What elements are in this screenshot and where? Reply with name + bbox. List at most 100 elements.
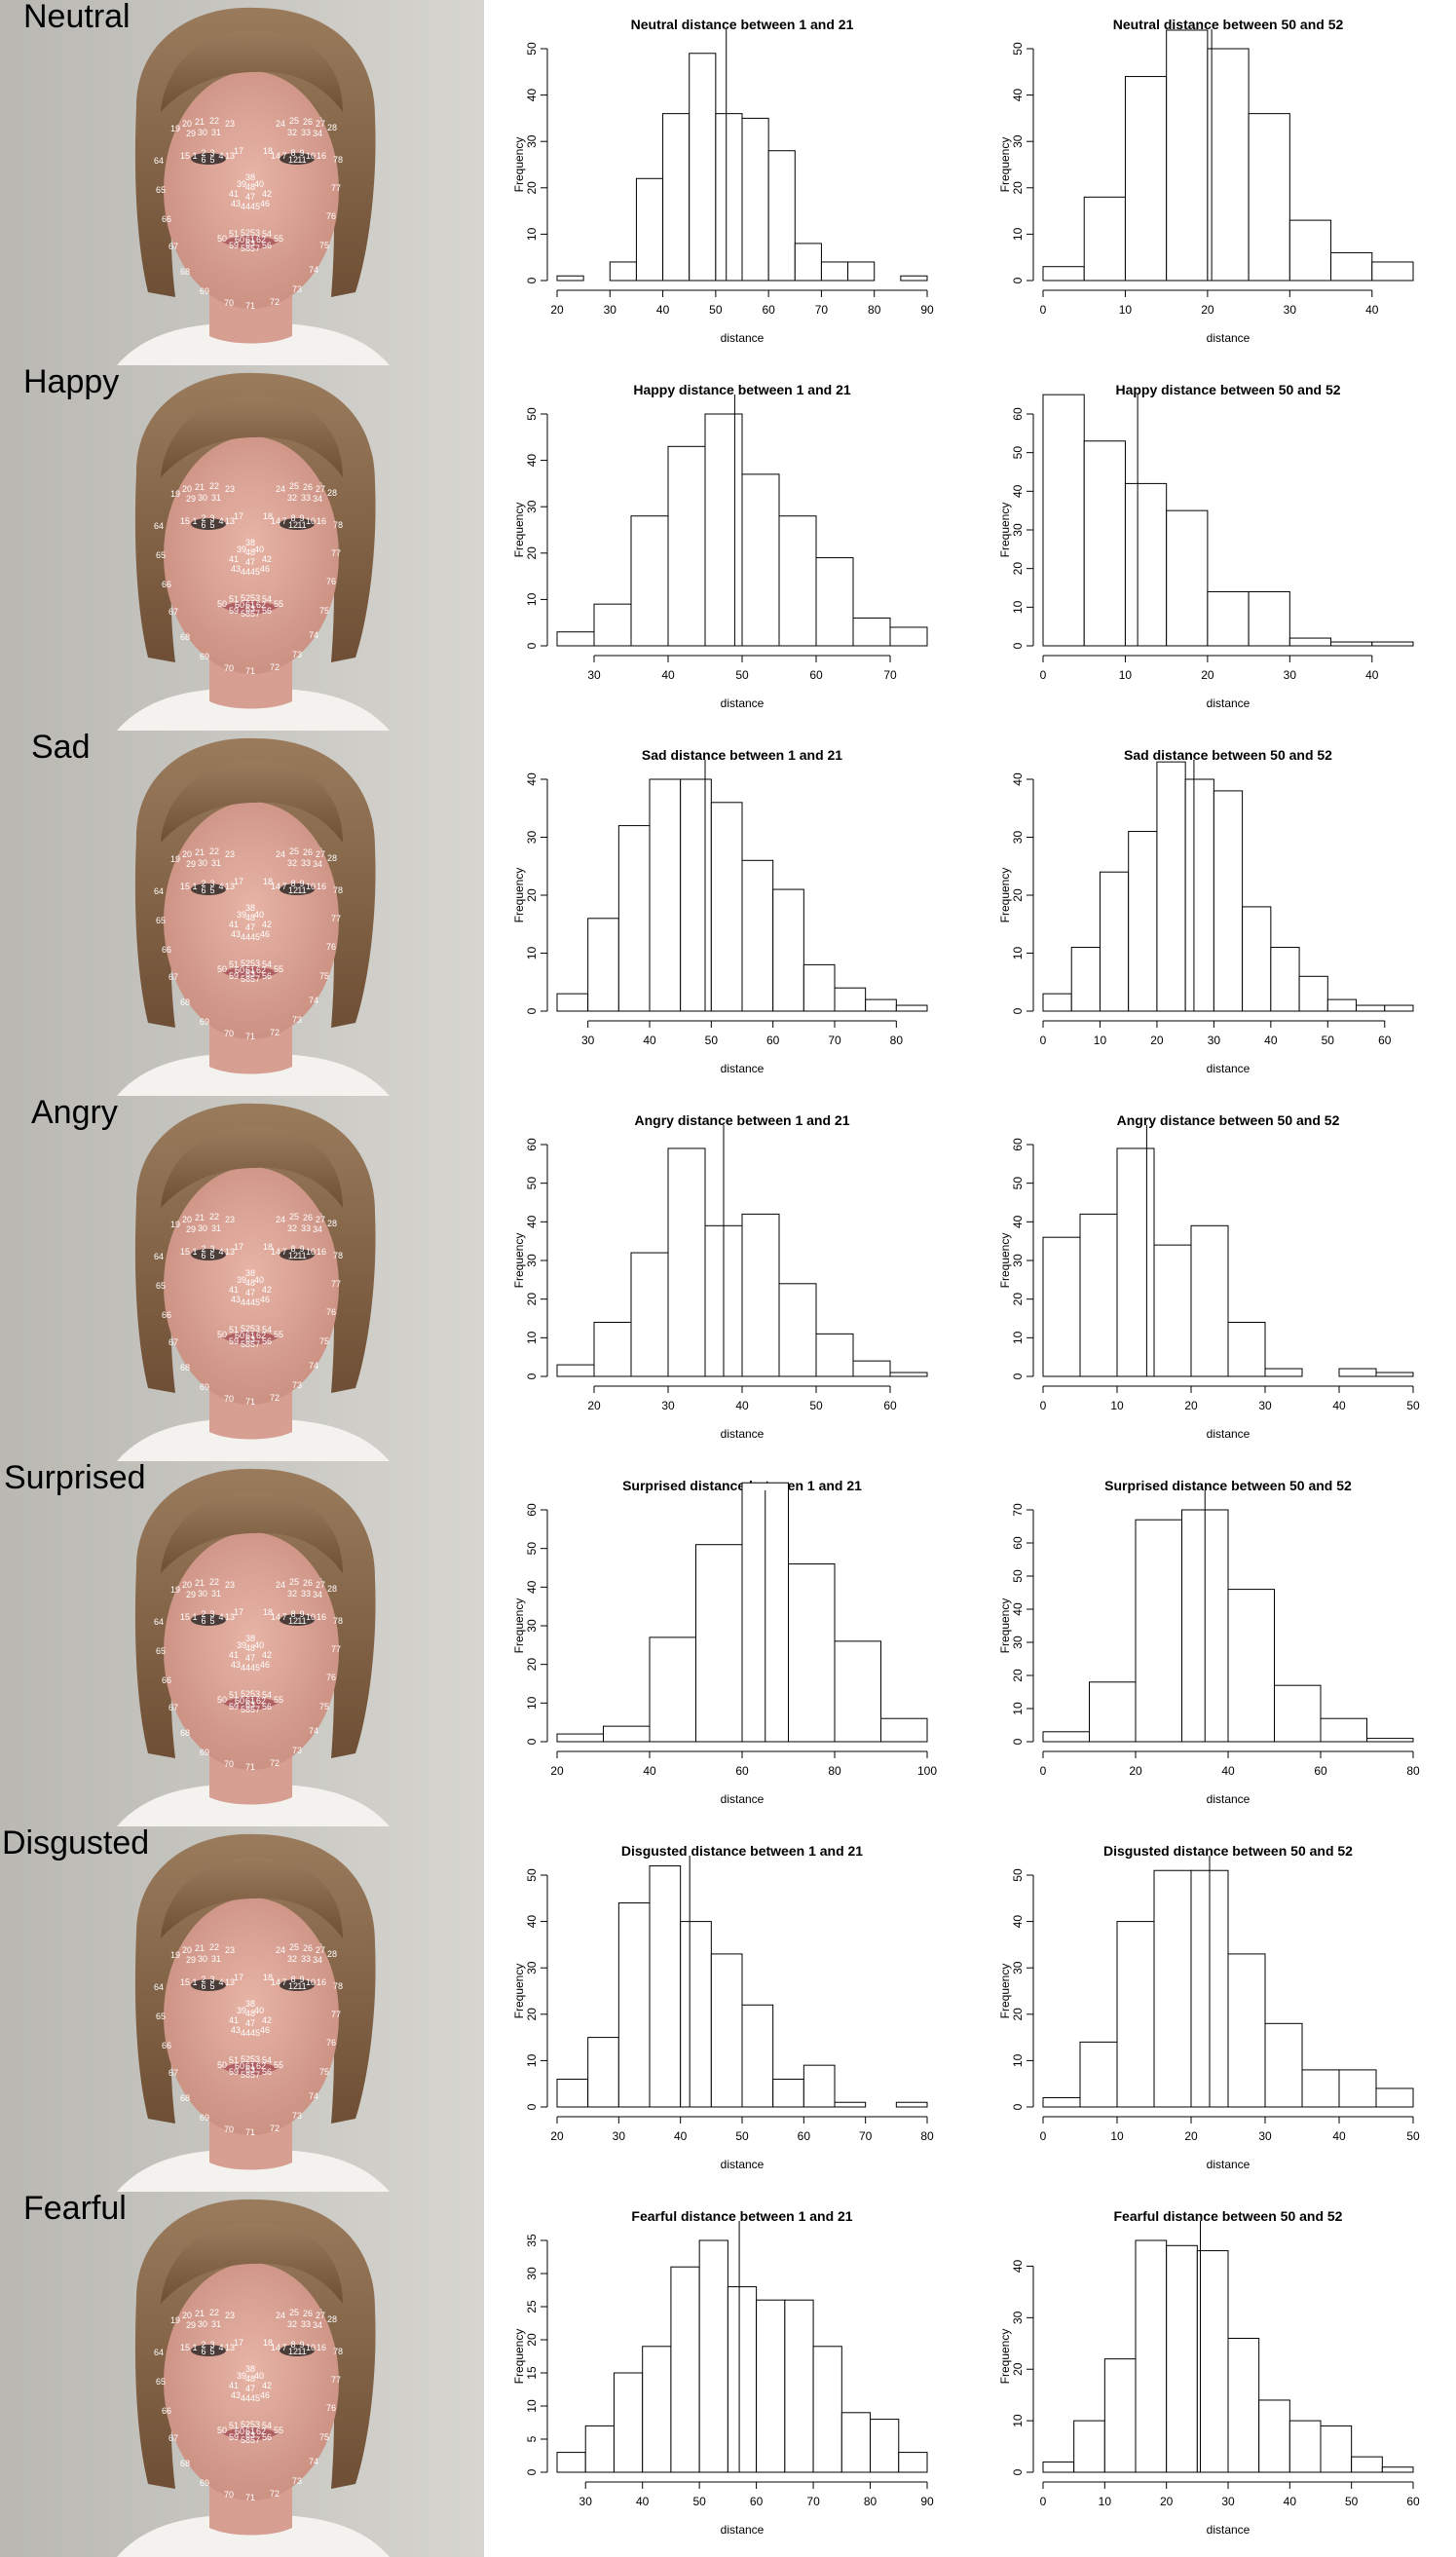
landmark-label: 63 bbox=[245, 2430, 255, 2440]
landmark-label: 56 bbox=[262, 1702, 272, 1711]
histogram-bar bbox=[1042, 266, 1085, 282]
landmark-label: 30 bbox=[198, 493, 207, 503]
face-photo: 19 20 21 22 23 24 25 26 27 28 29 30 31 32 33 34 1 2 3 4 5 6 7 8… bbox=[0, 2192, 484, 2557]
landmark-label: 29 bbox=[186, 129, 196, 138]
landmark-label: 1 bbox=[192, 516, 197, 526]
landmark-label: 13 bbox=[225, 882, 235, 891]
x-axis-label: distance bbox=[721, 331, 765, 345]
histogram-bar bbox=[1153, 1869, 1192, 2108]
landmark-label: 25 bbox=[289, 846, 299, 856]
histogram-bar bbox=[662, 113, 691, 282]
landmark-label: 66 bbox=[162, 945, 171, 955]
x-tick-label: 10 bbox=[1119, 303, 1133, 317]
x-axis-label: distance bbox=[721, 1062, 765, 1075]
histogram-chart: Angry distance between 50 and 52 0 10 20 30 4… bbox=[970, 1096, 1456, 1461]
x-tick-label: 60 bbox=[766, 1034, 780, 1047]
histogram-bar bbox=[642, 2346, 672, 2473]
figure-row: 19 20 21 22 23 24 25 26 27 28 29 30 31 32 33 34 1 2 3 4 5 6 7 8… bbox=[0, 731, 1456, 1096]
mouth bbox=[222, 2427, 279, 2441]
histogram-chart: Happy distance between 50 and 52 0 10 20 30 4… bbox=[970, 365, 1456, 731]
y-tick-label: 10 bbox=[1011, 227, 1025, 241]
histogram-bar bbox=[1042, 2096, 1081, 2108]
x-tick-label: 20 bbox=[1129, 1764, 1142, 1778]
landmark-label: 48 bbox=[245, 547, 255, 557]
x-tick-label: 0 bbox=[1040, 1399, 1047, 1412]
landmark-label: 41 bbox=[229, 920, 239, 929]
landmark-label: 78 bbox=[333, 155, 343, 165]
y-tick-label: 30 bbox=[1011, 1961, 1025, 1974]
landmark-label: 58 bbox=[241, 2070, 250, 2080]
landmark-label: 53 bbox=[250, 2420, 260, 2429]
histogram-bar bbox=[715, 113, 743, 282]
histogram-chart: Sad distance between 50 and 52 0 10 20 30 40 5… bbox=[970, 731, 1456, 1096]
landmark-label: 54 bbox=[262, 959, 272, 969]
chart-title: Happy distance between 1 and 21 bbox=[633, 382, 851, 397]
landmark-label: 23 bbox=[225, 119, 235, 129]
landmark-label: 7 bbox=[281, 516, 286, 526]
landmark-label: 56 bbox=[262, 1336, 272, 1346]
landmark-label: 8 bbox=[290, 513, 295, 523]
histogram-chart: Surprised distance between 1 and 2120406… bbox=[484, 1461, 970, 1826]
histogram-bar bbox=[1288, 637, 1332, 647]
landmark-label: 23 bbox=[225, 2311, 235, 2320]
hair-fringe bbox=[161, 30, 343, 112]
y-axis-label: Frequency bbox=[998, 1964, 1012, 2019]
y-tick-label: 30 bbox=[1011, 1636, 1025, 1649]
landmark-label: 52 bbox=[241, 2420, 250, 2429]
landmark-label: 24 bbox=[276, 484, 285, 494]
landmark-label: 60 bbox=[235, 2061, 244, 2071]
histogram-bar bbox=[1153, 1244, 1192, 1377]
landmark-label: 52 bbox=[241, 959, 250, 968]
landmark-label: 3 bbox=[209, 148, 214, 158]
landmark-label: 47 bbox=[245, 192, 255, 202]
landmark-label: 17 bbox=[234, 511, 243, 521]
y-tick-label: 0 bbox=[525, 1373, 539, 1379]
shirt bbox=[117, 1784, 390, 1826]
emotion-label: Fearful bbox=[23, 2190, 127, 2227]
landmark-label: 65 bbox=[156, 2377, 166, 2387]
chart-title: Disgusted distance between 50 and 52 bbox=[1103, 1843, 1353, 1859]
histogram-bar bbox=[727, 2286, 758, 2473]
y-tick-label: 25 bbox=[525, 2300, 539, 2313]
landmark-label: 40 bbox=[254, 2006, 264, 2015]
histogram-bar bbox=[900, 275, 928, 282]
histogram-bar bbox=[649, 1864, 682, 2108]
chart-title: Neutral distance between 50 and 52 bbox=[1113, 17, 1344, 32]
landmark-label: 52 bbox=[241, 1689, 250, 1699]
right-eye bbox=[280, 153, 315, 165]
x-tick-label: 30 bbox=[581, 1034, 595, 1047]
landmark-label: 10 bbox=[306, 516, 316, 526]
landmark-label: 41 bbox=[229, 2015, 239, 2025]
y-tick-label: 20 bbox=[1011, 1293, 1025, 1306]
face-photo: 19 20 21 22 23 24 25 26 27 28 29 30 31 32 33 34 1 2 3 4 5 6 7 8… bbox=[0, 0, 484, 365]
x-tick-label: 20 bbox=[587, 1399, 601, 1412]
landmark-label: 54 bbox=[262, 1325, 272, 1335]
landmark-label: 52 bbox=[241, 1324, 250, 1334]
landmark-label: 15 bbox=[180, 1612, 190, 1622]
landmark-label: 73 bbox=[292, 650, 302, 659]
histogram-bar bbox=[880, 1717, 928, 1743]
landmark-label: 40 bbox=[254, 1275, 264, 1285]
landmark-label: 50 bbox=[217, 1330, 227, 1339]
histogram-bar bbox=[1248, 590, 1290, 647]
x-tick-label: 20 bbox=[1201, 303, 1214, 317]
landmark-label: 56 bbox=[262, 2432, 272, 2442]
landmark-label: 24 bbox=[276, 119, 285, 129]
landmark-label: 67 bbox=[168, 242, 178, 251]
landmark-label: 9 bbox=[299, 148, 304, 158]
histogram-bar bbox=[1338, 1368, 1377, 1377]
landmark-label: 63 bbox=[245, 1700, 255, 1710]
y-axis-label: Frequency bbox=[512, 137, 526, 193]
histogram-bar bbox=[680, 778, 712, 1012]
landmark-label: 69 bbox=[200, 2478, 209, 2488]
landmark-label: 39 bbox=[237, 545, 246, 554]
landmark-label: 11 bbox=[297, 1616, 306, 1626]
landmark-label: 32 bbox=[287, 1954, 297, 1964]
landmark-label: 19 bbox=[170, 1220, 180, 1229]
landmark-label: 39 bbox=[237, 2006, 246, 2015]
shirt bbox=[117, 2149, 390, 2192]
landmark-label: 61 bbox=[245, 600, 255, 610]
landmark-label: 3 bbox=[209, 1609, 214, 1619]
histogram-chart: Fearful distance between 50 and 52 0 10 20 3… bbox=[970, 2192, 1456, 2557]
landmark-label: 28 bbox=[327, 1584, 337, 1594]
